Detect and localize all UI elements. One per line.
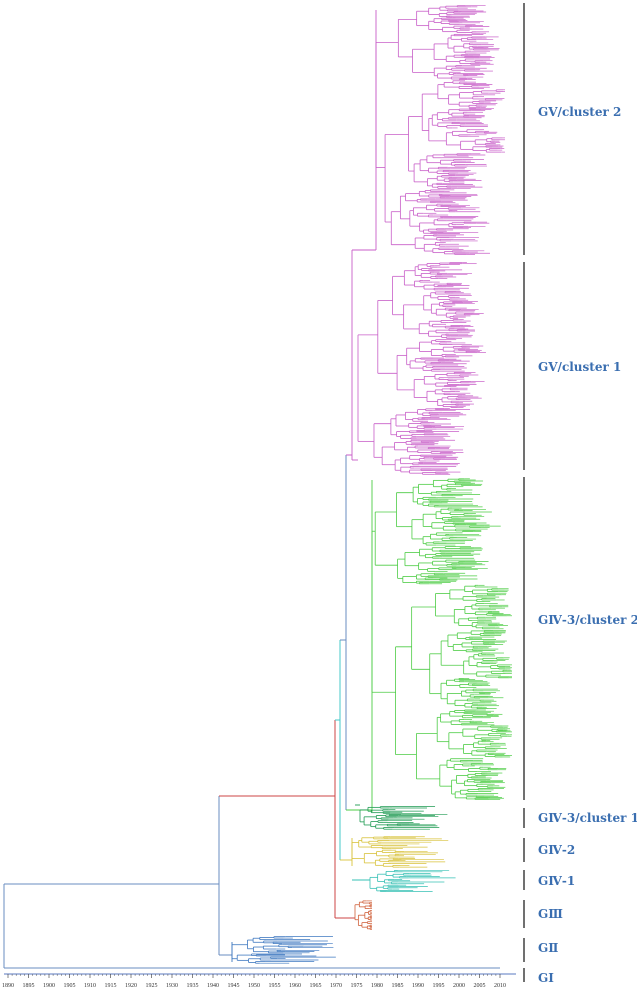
clade-label-giii: GⅢ — [538, 907, 563, 921]
axis-tick-label: 1940 — [207, 983, 219, 989]
axis-tick-label: 1890 — [2, 983, 14, 989]
axis-tick-label: 1945 — [228, 983, 240, 989]
axis-tick-label: 1955 — [269, 983, 281, 989]
axis-ticks: 1890 1895 1900 1905 1910 1915 1920 1925 1930 1935… — [2, 974, 506, 989]
axis-tick-label: 1965 — [310, 983, 322, 989]
axis-tick-label: 1910 — [84, 983, 96, 989]
clade-label-giv3-cluster2: GⅣ-3/cluster 2 — [538, 613, 637, 627]
clade-label-gii: GⅡ — [538, 941, 558, 955]
axis-tick-label: 1895 — [23, 983, 35, 989]
axis-tick-label: 1930 — [166, 983, 178, 989]
axis-tick-label: 2000 — [453, 983, 465, 989]
axis-tick-label: 1970 — [330, 983, 342, 989]
axis-tick-label: 1900 — [43, 983, 55, 989]
axis-tick-label: 1995 — [433, 983, 445, 989]
tree-branches — [3, 5, 512, 969]
axis-tick-label: 1935 — [187, 983, 199, 989]
clade-label-gv-cluster1: GⅤ/cluster 1 — [538, 360, 621, 374]
clade-labels: GⅤ/cluster 2 GⅤ/cluster 1 GⅣ-3/cluster 2… — [538, 105, 637, 985]
axis-tick-label: 1920 — [125, 983, 137, 989]
axis-tick-label: 2005 — [474, 983, 486, 989]
axis-tick-label: 1905 — [64, 983, 76, 989]
clade-label-giv2: GⅣ-2 — [538, 843, 575, 857]
axis-tick-label: 1950 — [248, 983, 260, 989]
clade-label-gi: GⅠ — [538, 971, 554, 985]
clade-label-gv-cluster2: GⅤ/cluster 2 — [538, 105, 621, 119]
time-axis: 1890 1895 1900 1905 1910 1915 1920 1925 1930 1935… — [2, 973, 516, 989]
axis-tick-label: 2010 — [494, 983, 506, 989]
axis-tick-label: 1980 — [371, 983, 383, 989]
axis-tick-label: 1960 — [289, 983, 301, 989]
clade-label-giv1: GⅣ-1 — [538, 874, 575, 888]
axis-tick-label: 1915 — [105, 983, 117, 989]
axis-tick-label: 1990 — [412, 983, 424, 989]
axis-tick-label: 1925 — [146, 983, 158, 989]
axis-tick-label: 1985 — [392, 983, 404, 989]
clade-label-giv3-cluster1: GⅣ-3/cluster 1 — [538, 811, 637, 825]
axis-tick-label: 1975 — [351, 983, 363, 989]
